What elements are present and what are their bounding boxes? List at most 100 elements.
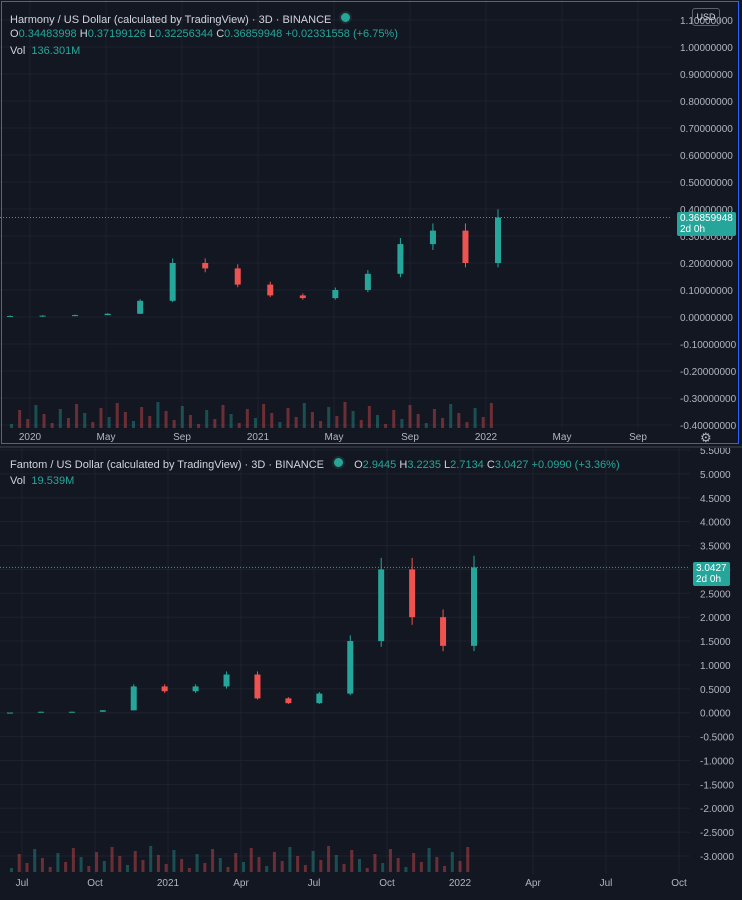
volume-bar xyxy=(133,851,137,872)
high-label: H xyxy=(399,459,408,471)
y-tick-label: 5.5000 xyxy=(700,448,731,457)
volume-bar xyxy=(310,412,314,428)
x-tick-label: Oct xyxy=(671,878,687,889)
y-tick-label: 4.5000 xyxy=(700,494,731,505)
volume-bar xyxy=(473,408,477,428)
volume-bar xyxy=(83,413,87,428)
fantom-volume-legend: Vol 19.539M xyxy=(10,475,74,487)
volume-bar xyxy=(351,411,355,428)
fantom-symbol-title[interactable]: Fantom / US Dollar (calculated by Tradin… xyxy=(10,459,325,471)
volume-bar xyxy=(48,867,52,872)
harmony-chart-pane[interactable]: 1.10000000 1.00000000 0.90000000 0.80000000… xyxy=(0,0,742,447)
candle-body xyxy=(378,569,385,642)
last-price-value: 0.36859948 xyxy=(680,213,733,224)
fantom-chart-pane[interactable]: 5.50005.00004.50004.00003.50003.00002.50… xyxy=(0,448,742,900)
fantom-chart-canvas[interactable]: 5.50005.00004.50004.00003.50003.00002.50… xyxy=(0,448,742,900)
volume-bar xyxy=(441,418,445,428)
y-tick-label: 3.5000 xyxy=(700,542,731,553)
fantom-legend-title-row: Fantom / US Dollar (calculated by Tradin… xyxy=(10,456,620,471)
volume-bar xyxy=(334,855,338,872)
x-tick-label: Jul xyxy=(16,878,29,889)
volume-bar xyxy=(396,858,400,872)
harmony-symbol-title[interactable]: Harmony / US Dollar (calculated by Tradi… xyxy=(10,14,332,26)
volume-value: 19.539M xyxy=(31,475,75,487)
volume-bar xyxy=(294,417,298,428)
candle-body xyxy=(495,217,501,263)
volume-bar xyxy=(367,406,371,428)
volume-bar xyxy=(392,410,396,428)
close-value: 0.36859948 xyxy=(224,28,283,40)
close-label: C xyxy=(486,459,495,471)
bar-countdown: 2d 0h xyxy=(680,224,706,235)
y-tick-label: 1.5000 xyxy=(700,637,731,648)
volume-bar xyxy=(115,403,119,428)
high-value: 3.2235 xyxy=(407,459,441,471)
volume-bar xyxy=(75,404,79,428)
y-tick-label: 4.0000 xyxy=(700,518,731,529)
x-tick-label: 2022 xyxy=(475,432,498,443)
volume-bar xyxy=(432,409,436,428)
volume-bar xyxy=(118,856,122,872)
volume-bar xyxy=(416,414,420,428)
volume-bar xyxy=(188,415,192,428)
volume-bar xyxy=(319,421,323,428)
x-tick-label: Apr xyxy=(525,878,541,889)
candle-body xyxy=(332,290,339,299)
y-tick-label: 0.00000000 xyxy=(680,313,733,324)
candle-body xyxy=(99,710,106,712)
volume-bar xyxy=(280,861,284,872)
volume-bar xyxy=(17,854,21,872)
volume-bar xyxy=(203,863,207,872)
volume-value: 136.301M xyxy=(31,45,81,57)
harmony-chart-canvas[interactable]: 1.10000000 1.00000000 0.90000000 0.80000000… xyxy=(0,0,742,447)
volume-bar xyxy=(25,863,29,872)
low-value: 2.7134 xyxy=(450,459,484,471)
volume-label: Vol xyxy=(10,475,26,487)
volume-bar xyxy=(457,413,461,428)
open-value: 0.34483998 xyxy=(18,28,77,40)
volume-bar xyxy=(205,410,209,428)
candle-body xyxy=(37,711,44,713)
y-tick-label: -2.5000 xyxy=(700,828,734,839)
y-tick-label: -0.5000 xyxy=(700,733,734,744)
y-tick-label: 1.10000000 xyxy=(680,16,733,27)
volume-bar xyxy=(458,861,462,872)
volume-bar xyxy=(34,405,38,428)
candle-body xyxy=(7,315,13,317)
y-tick-label: -0.40000000 xyxy=(680,421,737,432)
volume-bar xyxy=(79,857,83,872)
volume-bar xyxy=(87,866,91,872)
candle-body xyxy=(169,263,176,301)
volume-bar xyxy=(172,850,176,872)
volume-bar xyxy=(229,414,233,428)
candle-body xyxy=(72,315,79,317)
candle-body xyxy=(137,300,144,314)
volume-bar xyxy=(141,860,145,872)
volume-bar xyxy=(237,423,241,428)
candle-body xyxy=(347,641,354,694)
volume-bar xyxy=(42,414,46,428)
candle-body xyxy=(68,711,75,713)
candle-body xyxy=(223,674,230,687)
volume-bar xyxy=(218,858,222,872)
y-tick-label: 0.5000 xyxy=(700,685,731,696)
currency-button[interactable]: USD xyxy=(692,8,720,26)
candle-body xyxy=(104,313,111,316)
volume-bar xyxy=(172,420,176,428)
volume-bar xyxy=(197,424,201,428)
harmony-ohlc: O0.34483998 H0.37199126 L0.32256344 C0.3… xyxy=(10,28,398,40)
y-tick-label: 0.10000000 xyxy=(680,286,733,297)
volume-bar xyxy=(449,404,453,428)
pane-divider[interactable] xyxy=(0,446,742,448)
y-tick-label: 0.90000000 xyxy=(680,70,733,81)
candle-body xyxy=(130,686,137,711)
x-tick-label: Sep xyxy=(401,432,419,443)
candle-body xyxy=(285,698,292,704)
volume-bar xyxy=(245,409,249,428)
gear-icon[interactable]: ⚙ xyxy=(700,430,712,445)
y-tick-label: -0.10000000 xyxy=(680,340,737,351)
volume-bar xyxy=(404,867,408,872)
volume-bar xyxy=(56,853,60,872)
volume-bar xyxy=(66,418,70,428)
open-value: 2.9445 xyxy=(362,459,397,471)
